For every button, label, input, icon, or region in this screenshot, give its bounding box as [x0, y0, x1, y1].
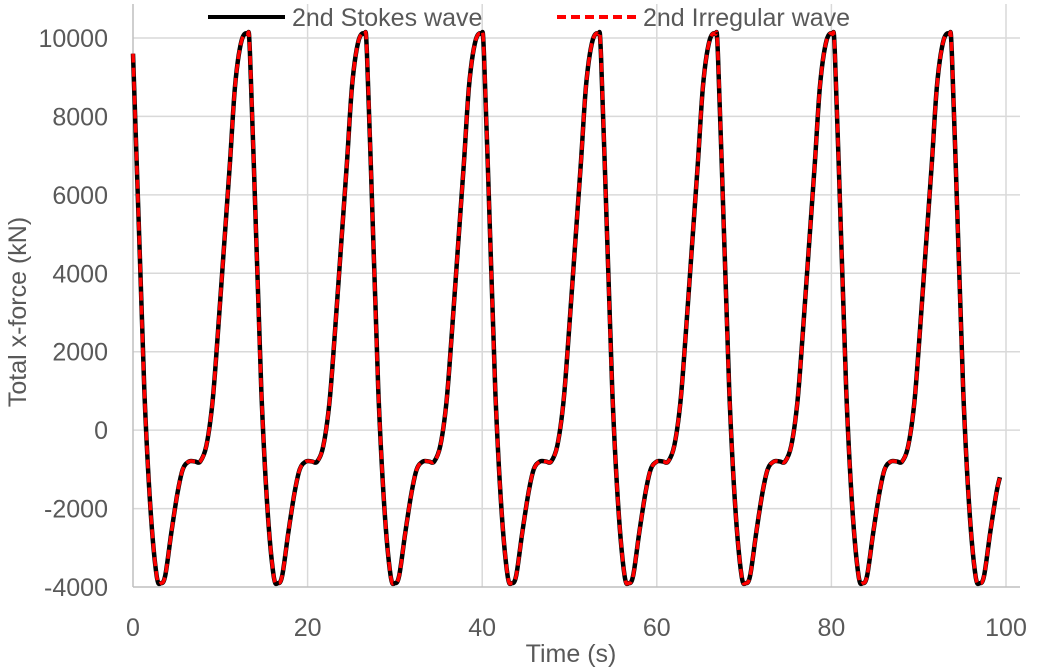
x-tick-label: 100: [985, 614, 1027, 642]
y-tick-label: -2000: [44, 496, 108, 524]
x-tick-label: 80: [817, 614, 845, 642]
y-tick-label: 4000: [52, 260, 108, 288]
series-line-irregular: [131, 30, 1002, 586]
y-tick-label: 6000: [52, 182, 108, 210]
y-axis-title: Total x-force (kN): [4, 217, 32, 407]
y-tick-label: 2000: [52, 339, 108, 367]
x-tick-label: 0: [126, 614, 140, 642]
y-tick-label: 10000: [38, 25, 108, 53]
y-tick-label: 0: [94, 417, 108, 445]
vertical-gridlines: [306, 4, 1007, 587]
y-tick-label: -4000: [44, 574, 108, 602]
x-tick-label: 60: [643, 614, 671, 642]
x-tick-label: 20: [294, 614, 322, 642]
y-tick-labels: -4000 -2000 0 2000 4000 6000 8000 10000: [38, 25, 108, 602]
legend-label-stokes: 2nd Stokes wave: [292, 4, 482, 32]
series-layer: [130, 29, 1003, 587]
legend-label-irregular: 2nd Irregular wave: [643, 4, 850, 32]
legend: 2nd Stokes wave 2nd Irregular wave: [208, 4, 850, 32]
x-axis-title: Time (s): [526, 640, 617, 668]
x-tick-label: 40: [468, 614, 496, 642]
y-tick-label: 8000: [52, 103, 108, 131]
x-tick-labels: 0 20 40 60 80 100: [126, 614, 1027, 642]
